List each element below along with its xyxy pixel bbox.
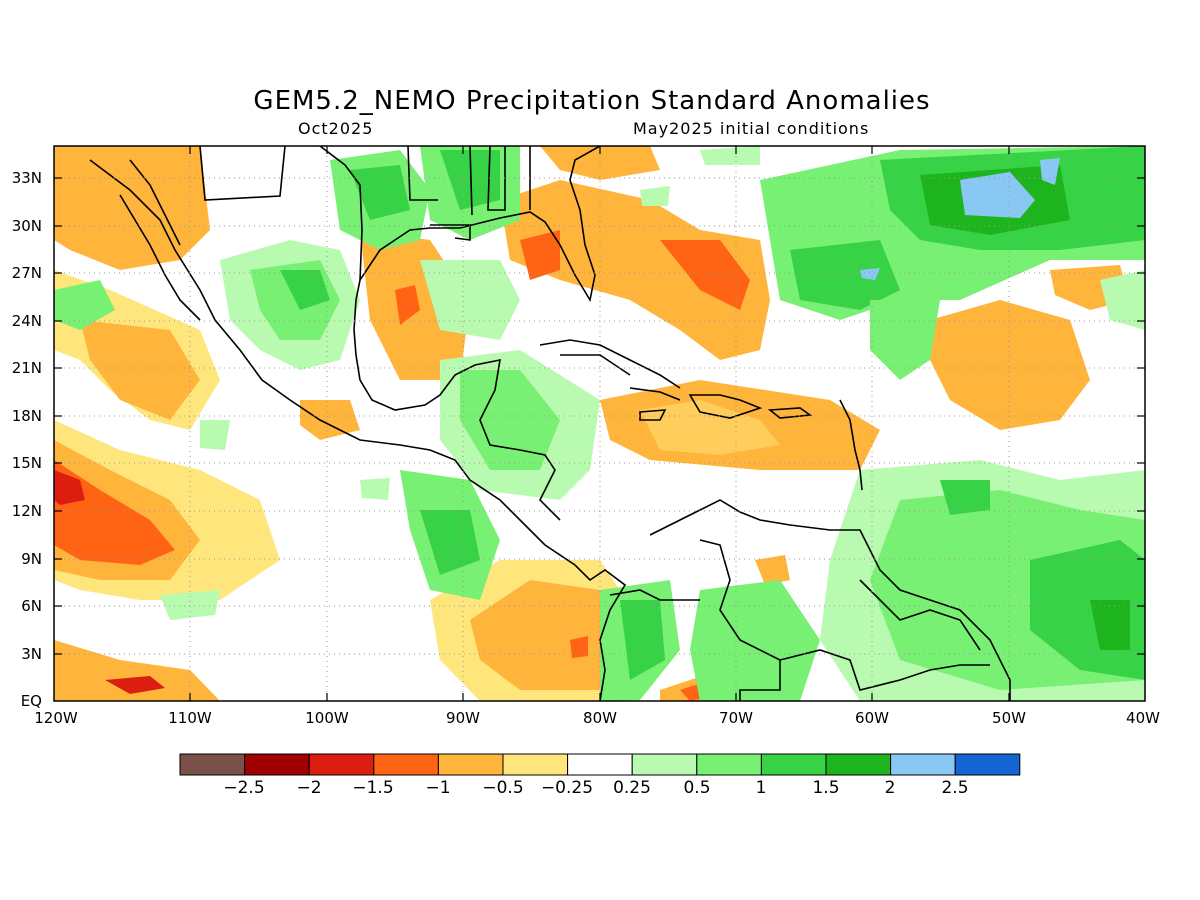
colorbar-label: 0.5 [683, 778, 711, 798]
lat-label: 9N [21, 550, 42, 568]
colorbar-label: 0.25 [613, 778, 651, 798]
lat-label: 12N [11, 502, 42, 520]
forecast-month: Oct2025 [298, 119, 374, 138]
lon-label: 120W [34, 709, 78, 727]
anomaly-field [54, 146, 1145, 701]
lat-label: 27N [11, 264, 42, 282]
axis-ticks [54, 146, 1145, 701]
colorbar-swatch [890, 753, 956, 776]
lat-label: 30N [11, 217, 42, 235]
colorbar-swatch [437, 753, 504, 776]
colorbar-label: −0.25 [540, 778, 594, 798]
lat-label: 6N [21, 597, 42, 615]
colorbar-label: −2.5 [223, 778, 265, 798]
colorbar-label: −2 [296, 778, 322, 798]
colorbar-label: 2 [884, 778, 896, 798]
colorbar-swatch [179, 753, 246, 776]
colorbar-label: 1.5 [812, 778, 840, 798]
colorbar-label: −0.5 [482, 778, 524, 798]
lon-label: 110W [168, 709, 212, 727]
chart-title: GEM5.2_NEMO Precipitation Standard Anoma… [253, 86, 931, 116]
lon-label: 100W [305, 709, 349, 727]
initial-conditions: May2025 initial conditions [633, 119, 870, 138]
lat-label: 33N [11, 169, 42, 187]
lon-label: 70W [719, 709, 753, 727]
colorbar-swatch [696, 753, 762, 776]
lat-label: 24N [11, 312, 42, 330]
colorbar-swatch [308, 753, 375, 776]
lat-label: 18N [11, 407, 42, 425]
colorbar-swatch [373, 753, 439, 776]
lat-label: 3N [21, 645, 42, 663]
colorbar [179, 753, 1021, 776]
colorbar-label: −1.5 [352, 778, 394, 798]
coastlines [89, 146, 1011, 701]
colorbar-swatch [631, 753, 698, 776]
colorbar-swatch [825, 753, 892, 776]
colorbar-swatch [502, 753, 569, 776]
lon-label: 60W [855, 709, 889, 727]
colorbar-swatch [244, 753, 310, 776]
colorbar-label: 2.5 [941, 778, 969, 798]
gridlines [54, 146, 1145, 701]
lon-label: 90W [446, 709, 480, 727]
lon-label: 80W [583, 709, 617, 727]
lon-label: 50W [992, 709, 1026, 727]
colorbar-swatch [954, 753, 1021, 776]
colorbar-swatch [760, 753, 827, 776]
colorbar-label: 1 [755, 778, 767, 798]
lat-label: EQ [20, 692, 42, 710]
colorbar-label: −1 [425, 778, 451, 798]
lat-label: 15N [11, 454, 42, 472]
colorbar-swatch [567, 753, 633, 776]
lon-label: 40W [1126, 709, 1160, 727]
lat-label: 21N [11, 359, 42, 377]
